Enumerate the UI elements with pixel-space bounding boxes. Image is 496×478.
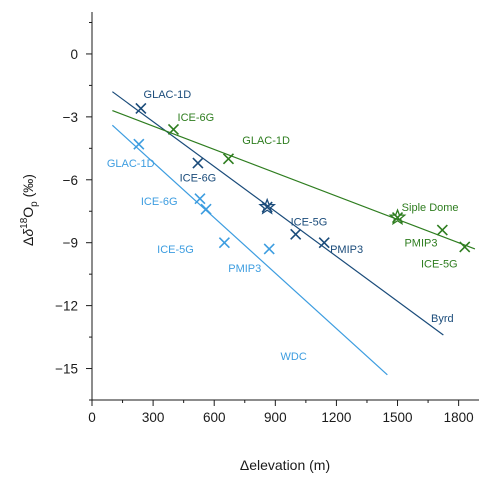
siple-dome-x-marker: [167, 123, 180, 136]
x-tick-label: 0: [88, 410, 96, 425]
siple-dome-star-marker: [388, 208, 407, 226]
siple-dome-point-label: PMIP3: [404, 238, 437, 250]
wdc-point-label: ICE-5G: [157, 244, 194, 256]
byrd-point-label: PMIP3: [330, 244, 363, 256]
wdc-x-marker: [200, 203, 212, 215]
siple-dome-point-label: GLAC-1D: [242, 135, 290, 147]
y-axis-title-unit: (‰): [20, 174, 36, 201]
byrd-x-marker: [290, 228, 302, 240]
wdc-point-label: WDC: [281, 351, 307, 363]
wdc-x-marker: [133, 138, 145, 150]
byrd-x-marker: [192, 157, 204, 169]
y-axis-title-delta: Δ: [20, 237, 36, 246]
y-tick-label: −15: [55, 362, 78, 377]
y-axis-title-sup: 18: [19, 217, 30, 229]
siple-dome-fit-line: [112, 110, 476, 250]
x-tick-label: 1200: [321, 410, 351, 425]
byrd-point-label: ICE-5G: [291, 217, 328, 229]
x-tick-label: 300: [142, 410, 165, 425]
data-points: [133, 102, 471, 255]
wdc-point-label: GLAC-1D: [107, 158, 155, 170]
byrd-point-label: Byrd: [431, 313, 454, 325]
byrd-x-marker: [135, 102, 147, 115]
y-axis-title-sub: p: [29, 201, 40, 207]
x-tick-label: 900: [264, 410, 287, 425]
fit-lines: [111, 91, 476, 376]
y-tick-label: −9: [63, 236, 78, 251]
byrd-point-label: ICE-6G: [180, 173, 217, 185]
y-tick-label: 0: [70, 47, 78, 62]
wdc-point-label: PMIP3: [228, 263, 261, 275]
wdc-x-marker: [194, 193, 206, 205]
siple-dome-point-label: ICE-6G: [178, 112, 215, 124]
y-axis-title-main: O: [20, 207, 36, 218]
x-tick-label: 1500: [383, 410, 413, 425]
axes: 0 300 600 900 1200 1500 1800 0 −3 −6 −9 −12 −15: [55, 12, 479, 425]
byrd-point-label: GLAC-1D: [144, 89, 192, 101]
byrd-star-marker: [258, 197, 277, 215]
byrd-x-marker: [318, 237, 330, 249]
point-labels: GLAC-1D ICE-6G ICE-5G PMIP3 Byrd ICE-6G GLAC-1…: [107, 89, 459, 363]
wdc-fit-line: [111, 124, 388, 376]
y-axis-title-italic: δ: [20, 229, 36, 237]
wdc-x-marker: [218, 237, 230, 249]
siple-dome-point-label: ICE-5G: [421, 259, 458, 271]
x-tick-label: 1800: [444, 410, 474, 425]
y-tick-label: −6: [63, 173, 78, 188]
x-axis-title: Δelevation (m): [240, 457, 330, 473]
siple-dome-x-marker: [436, 224, 448, 236]
siple-dome-point-label: Siple Dome: [402, 202, 459, 214]
siple-dome-x-marker: [222, 153, 235, 165]
siple-dome-x-marker: [459, 241, 471, 253]
wdc-point-label: ICE-6G: [141, 196, 178, 208]
y-axis-title: Δδ18Op (‰): [19, 174, 40, 246]
y-tick-label: −3: [63, 110, 78, 125]
x-tick-label: 600: [203, 410, 226, 425]
wdc-x-marker: [263, 243, 275, 255]
y-tick-label: −12: [55, 299, 78, 314]
